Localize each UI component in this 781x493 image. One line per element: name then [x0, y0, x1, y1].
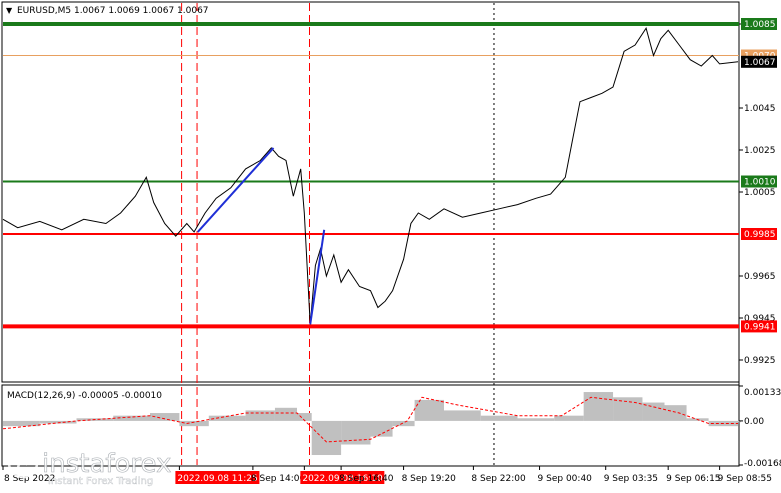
macd-bar	[297, 413, 312, 421]
y-tick-label: 0.9945	[744, 314, 776, 324]
price-line	[2, 26, 739, 325]
level-lines	[3, 22, 739, 329]
macd-bar	[613, 397, 643, 421]
macd-bar	[583, 392, 614, 421]
logo-circle-icon	[7, 447, 39, 479]
watermark-brand: instaforex	[42, 449, 171, 479]
macd-bar	[642, 402, 665, 421]
macd-bar	[179, 420, 209, 427]
macd-bar	[39, 420, 77, 424]
macd-bar	[208, 415, 246, 421]
x-tick-label: 9 Sep 08:55	[718, 474, 772, 484]
current-price-text: 1.0067	[744, 58, 776, 68]
y-tick-label: 1.0045	[744, 104, 776, 114]
time-axis-ticks: 8 Sep 2022 2022.09.08 11:258 Sep 14:00202…	[2, 466, 772, 484]
current-price-box	[741, 55, 777, 68]
macd-bar	[113, 415, 150, 421]
x-tick-label: 8 Sep 19:20	[402, 474, 457, 484]
x-tick-label: 8 Sep 2022	[4, 474, 55, 484]
x-highlight-box	[175, 471, 260, 484]
level-label-box	[741, 228, 777, 240]
y-tick-label: 0.9925	[744, 356, 776, 366]
macd-bar	[480, 415, 518, 421]
macd-signal-line	[2, 396, 738, 443]
watermark-tagline: Instant Forex Trading	[48, 476, 153, 487]
y-tick-label: 1.0005	[744, 188, 776, 198]
level-label-box	[741, 175, 777, 188]
macd-bar	[150, 413, 180, 421]
level-label-text: 1.0085	[744, 20, 776, 30]
macd-bar	[738, 420, 741, 423]
trend-line-0[interactable]	[197, 147, 275, 233]
menu-arrow-icon[interactable]: ▼	[6, 6, 13, 15]
macd-tick-label: 0.00	[744, 417, 764, 427]
x-tick-label: 8 Sep 14:00	[251, 474, 306, 484]
y-tick-label: 0.9965	[744, 272, 776, 282]
macd-bar	[245, 410, 275, 421]
macd-tick-label: -0.00168	[744, 459, 781, 469]
x-tick-label: 8 Sep 16:40	[339, 474, 394, 484]
logo-chart-icon	[15, 451, 32, 471]
trend-line-1[interactable]	[309, 229, 326, 325]
trend-lines[interactable]	[197, 147, 326, 325]
macd-bar	[274, 407, 297, 421]
level-label-box	[741, 320, 777, 333]
symbol-header: EURUSD,M5 1.0067 1.0069 1.0067 1.0067	[17, 6, 209, 16]
x-tick-label: 8 Sep 22:00	[471, 474, 526, 484]
macd-bar	[554, 415, 584, 421]
macd-bar	[664, 405, 687, 421]
x-tick-label: 9 Sep 06:15	[666, 474, 720, 484]
macd-header: MACD(12,26,9) -0.00005 -0.00010	[7, 391, 162, 401]
macd-bar	[414, 399, 444, 421]
level-label-text: 0.9941	[744, 322, 776, 332]
macd-bar	[370, 420, 393, 437]
macd-bar	[341, 420, 371, 445]
macd-bar	[311, 420, 342, 456]
price-series	[2, 26, 739, 325]
macd-bar	[392, 420, 415, 427]
level-label-box	[741, 18, 777, 30]
y-tick-label: 1.0025	[744, 146, 776, 156]
macd-tick-label: 0.00133	[744, 388, 781, 398]
instaforex-logo: instaforex Instant Forex Trading	[7, 447, 172, 487]
level-label-text: 1.0010	[744, 178, 776, 188]
x-highlight-label: 2022.09.08 16:10	[302, 474, 383, 484]
macd-bar	[444, 410, 481, 421]
level-label-text: 0.9985	[744, 230, 776, 240]
x-tick-label: 9 Sep 03:35	[604, 474, 658, 484]
macd-bar	[517, 418, 555, 421]
macd-bar	[3, 420, 40, 427]
x-highlight-box	[300, 471, 385, 484]
macd-axis-ticks: 0.00133 0.00 -0.00168	[739, 385, 781, 469]
x-highlight-label: 2022.09.08 11:25	[177, 474, 257, 484]
x-tick-label: 9 Sep 00:40	[538, 474, 593, 484]
macd-series	[2, 392, 741, 456]
